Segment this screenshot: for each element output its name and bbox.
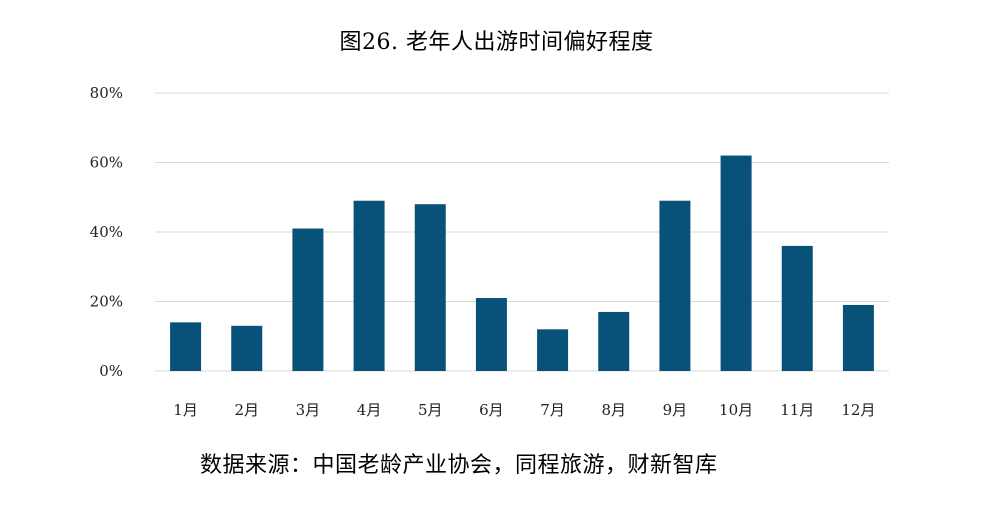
bars xyxy=(170,155,874,371)
x-tick-label: 3月 xyxy=(296,401,321,419)
x-axis-tick-labels: 1月 2月 3月 4月 5月 6月 7月 8月 9月 10月 11月 12月 xyxy=(173,401,875,419)
x-tick-label: 8月 xyxy=(601,401,626,419)
bar xyxy=(414,204,446,371)
x-tick-label: 10月 xyxy=(719,401,753,419)
bar xyxy=(292,228,324,371)
y-tick-label: 60% xyxy=(90,154,123,172)
x-tick-label: 2月 xyxy=(234,401,259,419)
x-tick-label: 5月 xyxy=(418,401,443,419)
bar xyxy=(475,298,507,371)
y-tick-label: 80% xyxy=(90,84,123,102)
y-tick-label: 0% xyxy=(99,362,123,380)
x-tick-label: 4月 xyxy=(357,401,382,419)
y-tick-label: 20% xyxy=(90,293,123,311)
x-tick-label: 12月 xyxy=(841,401,875,419)
bar xyxy=(659,200,691,371)
gridlines xyxy=(155,92,889,372)
x-tick-label: 7月 xyxy=(540,401,565,419)
y-tick-label: 40% xyxy=(90,223,123,241)
source-note: 数据来源：中国老龄产业协会，同程旅游，财新智库 xyxy=(200,453,718,478)
bar xyxy=(353,200,385,371)
x-tick-label: 11月 xyxy=(780,401,814,419)
bar xyxy=(537,329,569,371)
y-axis-tick-labels: 0% 20% 40% 60% 80% xyxy=(90,84,123,380)
bar xyxy=(231,325,263,371)
x-tick-label: 6月 xyxy=(479,401,504,419)
x-tick-label: 9月 xyxy=(663,401,688,419)
bar xyxy=(781,245,813,371)
bar xyxy=(842,304,874,371)
chart-title: 图26. 老年人出游时间偏好程度 xyxy=(339,30,654,55)
bar xyxy=(170,322,202,371)
bar xyxy=(720,155,752,371)
bar xyxy=(598,311,630,371)
x-tick-label: 1月 xyxy=(173,401,198,419)
